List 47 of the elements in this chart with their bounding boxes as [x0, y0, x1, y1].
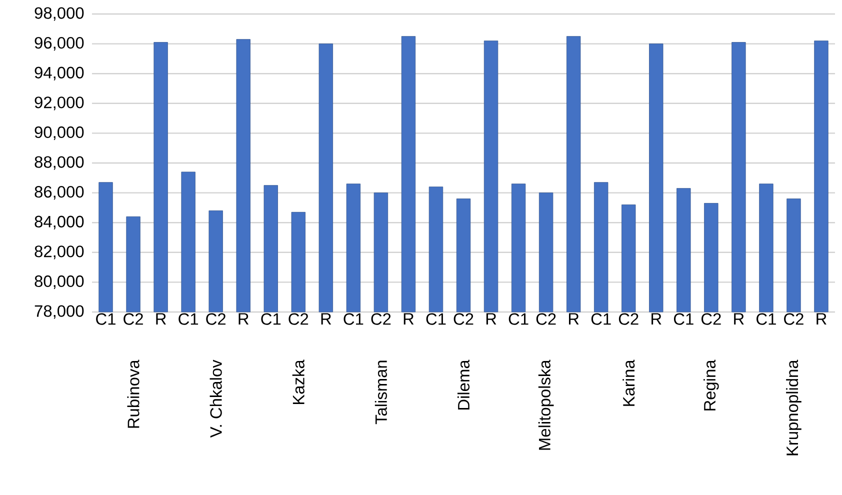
y-tick-label: 90,000: [34, 126, 84, 140]
text: R: [652, 313, 662, 325]
y-tick-label: 78,000: [34, 305, 84, 319]
x-tick-label: Kazka: [292, 360, 304, 404]
text: C2: [618, 313, 638, 325]
y-tick-label: 82,000: [34, 246, 84, 260]
text: C1: [508, 313, 528, 325]
text: C2: [784, 313, 804, 325]
x-tick-label: Melitopolska: [538, 360, 554, 450]
text: C2: [206, 313, 226, 325]
text: R: [404, 313, 414, 325]
text: C1: [426, 313, 446, 325]
text: R: [568, 313, 579, 325]
text: R: [734, 313, 744, 325]
x-tick-label: Rubinova: [127, 360, 140, 428]
y-tick-label: 86,000: [34, 186, 84, 200]
y-tick-label: 84,000: [34, 216, 84, 230]
x-tick-label: V. Chkalov: [210, 360, 222, 438]
x-tick-label: Regina: [704, 360, 719, 410]
text: C2: [371, 313, 391, 325]
y-tick-label: 88,000: [34, 156, 84, 170]
text: R: [816, 313, 826, 325]
series-label: R: [156, 313, 166, 325]
text: C1: [591, 313, 611, 325]
text: C1: [178, 313, 198, 325]
x-tick-label: Karina: [622, 360, 635, 406]
text: R: [486, 313, 496, 325]
x-tick-label: Dilema: [457, 360, 470, 410]
text: C2: [124, 313, 143, 325]
y-tick-label: 98,000: [34, 7, 84, 21]
series-label: C1: [344, 313, 364, 325]
series-label: C2: [536, 313, 556, 325]
text: C2: [701, 313, 721, 325]
x-tick-label: Krupnoplidna: [786, 360, 802, 456]
text: C2: [288, 313, 308, 325]
y-tick-label: 96,000: [34, 37, 84, 51]
text: C2: [454, 313, 474, 325]
y-tick-label: 92,000: [34, 96, 84, 110]
x-tick-label: Talisman: [374, 360, 387, 424]
text: R: [238, 313, 249, 325]
text: C1: [96, 313, 116, 325]
y-tick-label: 94,000: [34, 66, 84, 80]
text: C1: [756, 313, 776, 325]
text: C1: [674, 313, 694, 325]
text: C1: [261, 313, 281, 325]
text: R: [321, 313, 332, 325]
y-tick-label: 80,000: [34, 275, 84, 289]
